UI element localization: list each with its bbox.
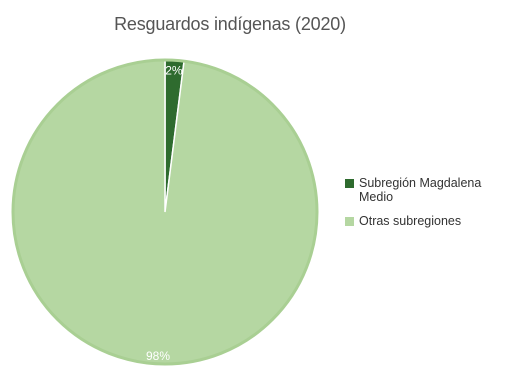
legend-item-magdalena-medio: Subregión Magdalena Medio	[345, 176, 510, 204]
slice-label-subregion-magdalena-medio: 2%	[165, 63, 183, 77]
pie-outline	[11, 58, 319, 366]
chart-title: Resguardos indígenas (2020)	[114, 14, 346, 34]
legend-item-otras-subregiones: Otras subregiones	[345, 214, 510, 228]
legend-swatch-otras-subregiones	[345, 217, 354, 226]
legend-label-magdalena-medio: Subregión Magdalena Medio	[359, 176, 482, 204]
pie-labels: 2% 98%	[146, 63, 183, 363]
legend-label-otras-subregiones: Otras subregiones	[359, 214, 462, 228]
pie-slices	[11, 58, 319, 366]
legend: Subregión Magdalena Medio Otras subregio…	[345, 176, 510, 238]
pie-slice-otras-subregiones	[12, 59, 318, 365]
slice-label-otras-subregiones: 98%	[146, 349, 170, 363]
legend-swatch-magdalena-medio	[345, 179, 354, 188]
